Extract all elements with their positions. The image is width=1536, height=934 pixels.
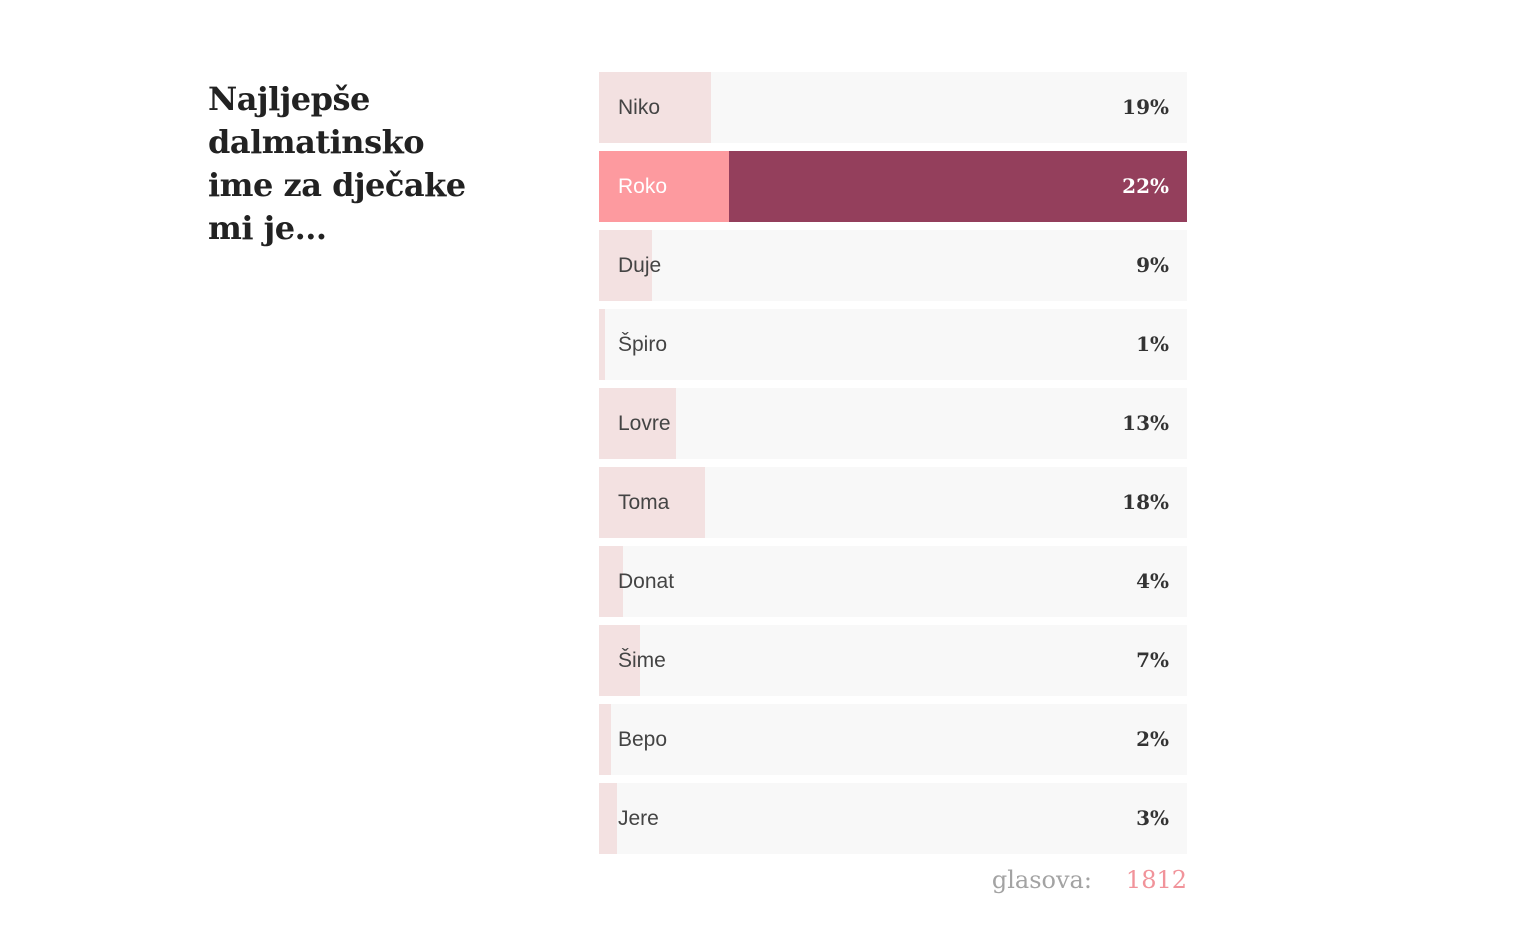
option-percent: 13% xyxy=(1122,411,1169,435)
poll-option-lovre[interactable]: Lovre 13% xyxy=(599,388,1187,459)
vote-total-count: 1812 xyxy=(1125,866,1187,894)
result-bar xyxy=(599,151,729,222)
result-bar xyxy=(599,546,623,617)
option-percent: 22% xyxy=(1122,174,1169,198)
poll-option-toma[interactable]: Toma 18% xyxy=(599,467,1187,538)
poll-option-duje[interactable]: Duje 9% xyxy=(599,230,1187,301)
option-label: Jere xyxy=(618,807,659,830)
result-bar xyxy=(599,704,611,775)
poll-option-roko[interactable]: Roko 22% xyxy=(599,151,1187,222)
option-label: Duje xyxy=(618,254,662,277)
result-bar xyxy=(599,388,676,459)
poll-option-jere[interactable]: Jere 3% xyxy=(599,783,1187,854)
result-bar xyxy=(599,309,605,380)
poll-option-bepo[interactable]: Bepo 2% xyxy=(599,704,1187,775)
option-label: Špiro xyxy=(618,333,668,356)
result-bar xyxy=(599,467,705,538)
vote-total-label: glasova: xyxy=(991,866,1092,894)
result-bar xyxy=(599,230,652,301)
option-label: Šime xyxy=(618,649,666,672)
result-bar xyxy=(599,625,640,696)
option-percent: 4% xyxy=(1136,569,1169,593)
option-percent: 2% xyxy=(1136,727,1169,751)
poll-option-sime[interactable]: Šime 7% xyxy=(599,625,1187,696)
option-percent: 18% xyxy=(1122,490,1169,514)
option-label: Lovre xyxy=(618,412,671,435)
result-bar xyxy=(599,72,711,143)
option-label: Roko xyxy=(618,175,668,198)
option-label: Niko xyxy=(618,96,661,119)
poll-option-donat[interactable]: Donat 4% xyxy=(599,546,1187,617)
option-percent: 9% xyxy=(1136,253,1169,277)
vote-total: glasova: 1812 xyxy=(992,862,1187,898)
poll-options: Niko 19% Roko 22% Duje 9% Špiro 1% Lovre… xyxy=(599,72,1187,862)
poll-option-niko[interactable]: Niko 19% xyxy=(599,72,1187,143)
option-label: Toma xyxy=(618,491,670,514)
result-bar xyxy=(599,783,617,854)
option-label: Bepo xyxy=(618,728,668,751)
poll-option-spiro[interactable]: Špiro 1% xyxy=(599,309,1187,380)
option-percent: 19% xyxy=(1122,95,1169,119)
poll-question: Najljepše dalmatinsko ime za dječake mi … xyxy=(208,80,466,247)
option-label: Donat xyxy=(618,570,675,593)
option-percent: 3% xyxy=(1136,806,1169,830)
option-percent: 1% xyxy=(1136,332,1169,356)
option-percent: 7% xyxy=(1136,648,1169,672)
